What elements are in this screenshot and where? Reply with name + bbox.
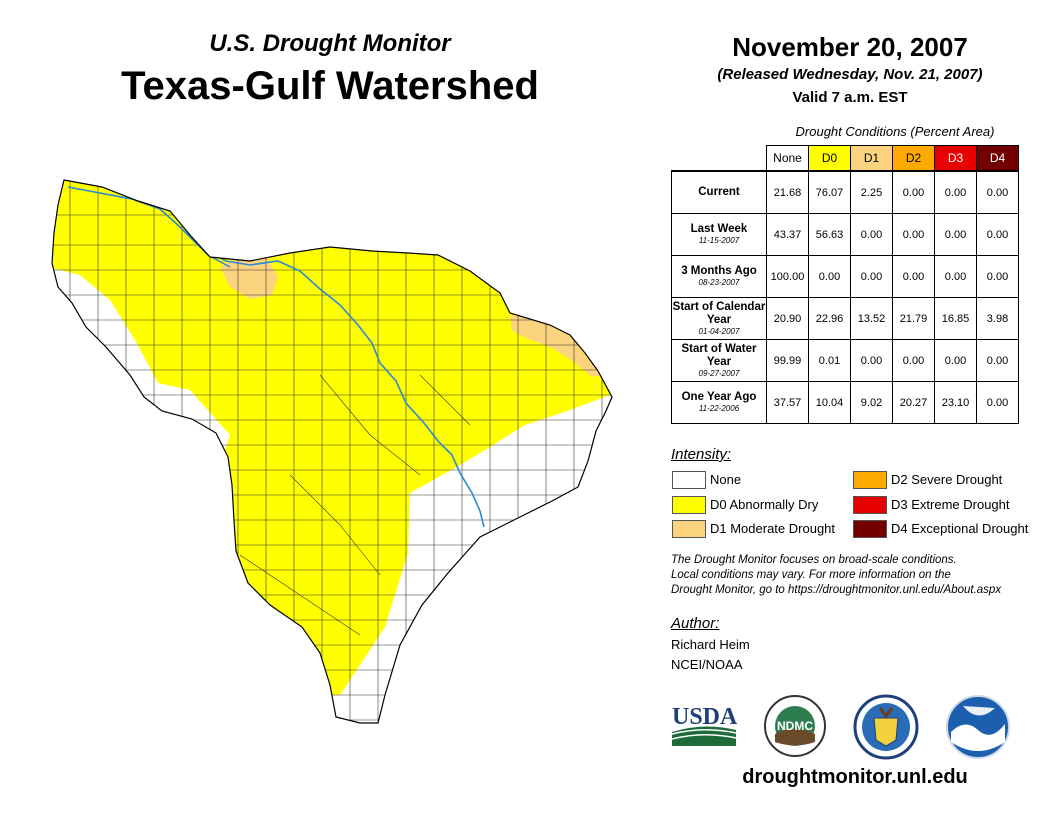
legend-item-d1: D1 Moderate Drought — [672, 520, 842, 538]
row-label: Last Week 11-15-2007 — [671, 213, 767, 256]
legend-item-d3: D3 Extreme Drought — [853, 496, 1038, 514]
valid-time: Valid 7 a.m. EST — [792, 89, 908, 106]
table-cell: 76.07 — [808, 170, 851, 214]
map-title: Texas-Gulf Watershed — [121, 64, 539, 108]
release-date: (Released Wednesday, Nov. 21, 2007) — [717, 66, 983, 83]
table-row: Start of Water Year 09-27-2007 99.99 0.01… — [671, 339, 1019, 382]
table-header-row: None D0 D1 D2 D3 D4 — [672, 145, 1019, 172]
table-cell: 56.63 — [808, 213, 851, 256]
table-cell: 0.00 — [976, 339, 1019, 382]
table-cell: 0.00 — [934, 339, 977, 382]
website-link[interactable]: droughtmonitor.unl.edu — [742, 766, 968, 788]
legend-item-d2: D2 Severe Drought — [853, 471, 1038, 489]
table-cell: 0.00 — [892, 213, 935, 256]
table-cell: 99.99 — [766, 339, 809, 382]
legend-swatch — [853, 520, 887, 538]
svg-text:NOAA: NOAA — [965, 714, 992, 724]
d1-area-east — [510, 315, 602, 377]
d1-area-north — [220, 257, 278, 299]
legend-swatch — [672, 471, 706, 489]
legend-swatch — [672, 520, 706, 538]
table-cell: 10.04 — [808, 381, 851, 424]
table-cell: 0.00 — [808, 255, 851, 298]
row-label: Start of Calendar Year 01-04-2007 — [671, 297, 767, 340]
col-d4: D4 — [976, 145, 1019, 172]
author-name: Richard Heim — [671, 637, 750, 652]
table-cell: 0.00 — [976, 170, 1019, 214]
map-subtitle: U.S. Drought Monitor — [209, 30, 451, 57]
legend-swatch — [853, 471, 887, 489]
table-cell: 0.00 — [934, 213, 977, 256]
col-d3: D3 — [934, 145, 977, 172]
legend-item-d4: D4 Exceptional Drought — [853, 520, 1038, 538]
svg-text:USDA: USDA — [672, 704, 738, 730]
legend-title: Intensity: — [671, 446, 732, 463]
svg-text:NDMC: NDMC — [777, 719, 813, 733]
table-cell: 43.37 — [766, 213, 809, 256]
row-label: 3 Months Ago 08-23-2007 — [671, 255, 767, 298]
table-cell: 0.00 — [892, 339, 935, 382]
legend-item-none: None — [672, 471, 842, 489]
table-cell: 21.79 — [892, 297, 935, 340]
legend-swatch — [672, 496, 706, 514]
table-cell: 0.00 — [892, 170, 935, 214]
usda-logo: USDA — [671, 704, 738, 746]
table-cell: 0.00 — [976, 213, 1019, 256]
table-row: Start of Calendar Year 01-04-2007 20.90 2… — [671, 297, 1019, 340]
table-cell: 23.10 — [934, 381, 977, 424]
table-cell: 0.00 — [976, 255, 1019, 298]
table-cell: 0.00 — [934, 170, 977, 214]
table-cell: 13.52 — [850, 297, 893, 340]
table-cell: 20.90 — [766, 297, 809, 340]
table-cell: 20.27 — [892, 381, 935, 424]
info-note: The Drought Monitor focuses on broad-sca… — [671, 554, 1002, 596]
table-cell: 21.68 — [766, 170, 809, 214]
drought-conditions-table: None D0 D1 D2 D3 D4 Current 21.68 76.07 … — [671, 145, 1019, 424]
ndmc-logo: NDMC — [764, 695, 826, 757]
table-cell: 9.02 — [850, 381, 893, 424]
row-label: Current — [671, 170, 767, 214]
table-cell: 16.85 — [934, 297, 977, 340]
table-cell: 100.00 — [766, 255, 809, 298]
col-d0: D0 — [808, 145, 851, 172]
author-heading: Author: — [671, 615, 720, 632]
legend-swatch — [853, 496, 887, 514]
doc-seal — [853, 694, 919, 760]
table-row: Current 21.68 76.07 2.25 0.00 0.00 0.00 — [671, 170, 1019, 214]
table-cell: 0.00 — [934, 255, 977, 298]
table-row: Last Week 11-15-2007 43.37 56.63 0.00 0.0… — [671, 213, 1019, 256]
table-cell: 0.00 — [850, 213, 893, 256]
table-cell: 0.00 — [850, 339, 893, 382]
row-label: Start of Water Year 09-27-2007 — [671, 339, 767, 382]
table-cell: 37.57 — [766, 381, 809, 424]
watershed-map — [51, 179, 613, 724]
noaa-logo: NOAA — [946, 695, 1010, 759]
table-row: One Year Ago 11-22-2006 37.57 10.04 9.02 … — [671, 381, 1019, 424]
row-label: One Year Ago 11-22-2006 — [671, 381, 767, 424]
table-cell: 3.98 — [976, 297, 1019, 340]
table-caption: Drought Conditions (Percent Area) — [795, 124, 995, 139]
table-cell: 2.25 — [850, 170, 893, 214]
col-d2: D2 — [892, 145, 935, 172]
map-date: November 20, 2007 — [732, 32, 968, 62]
table-cell: 0.00 — [976, 381, 1019, 424]
legend-item-d0: D0 Abnormally Dry — [672, 496, 842, 514]
table-cell: 0.00 — [850, 255, 893, 298]
table-cell: 0.01 — [808, 339, 851, 382]
table-cell: 22.96 — [808, 297, 851, 340]
col-none: None — [766, 145, 809, 172]
col-d1: D1 — [850, 145, 893, 172]
river-main — [67, 186, 485, 528]
table-cell: 0.00 — [892, 255, 935, 298]
author-org: NCEI/NOAA — [671, 657, 743, 672]
table-row: 3 Months Ago 08-23-2007 100.00 0.00 0.00 … — [671, 255, 1019, 298]
